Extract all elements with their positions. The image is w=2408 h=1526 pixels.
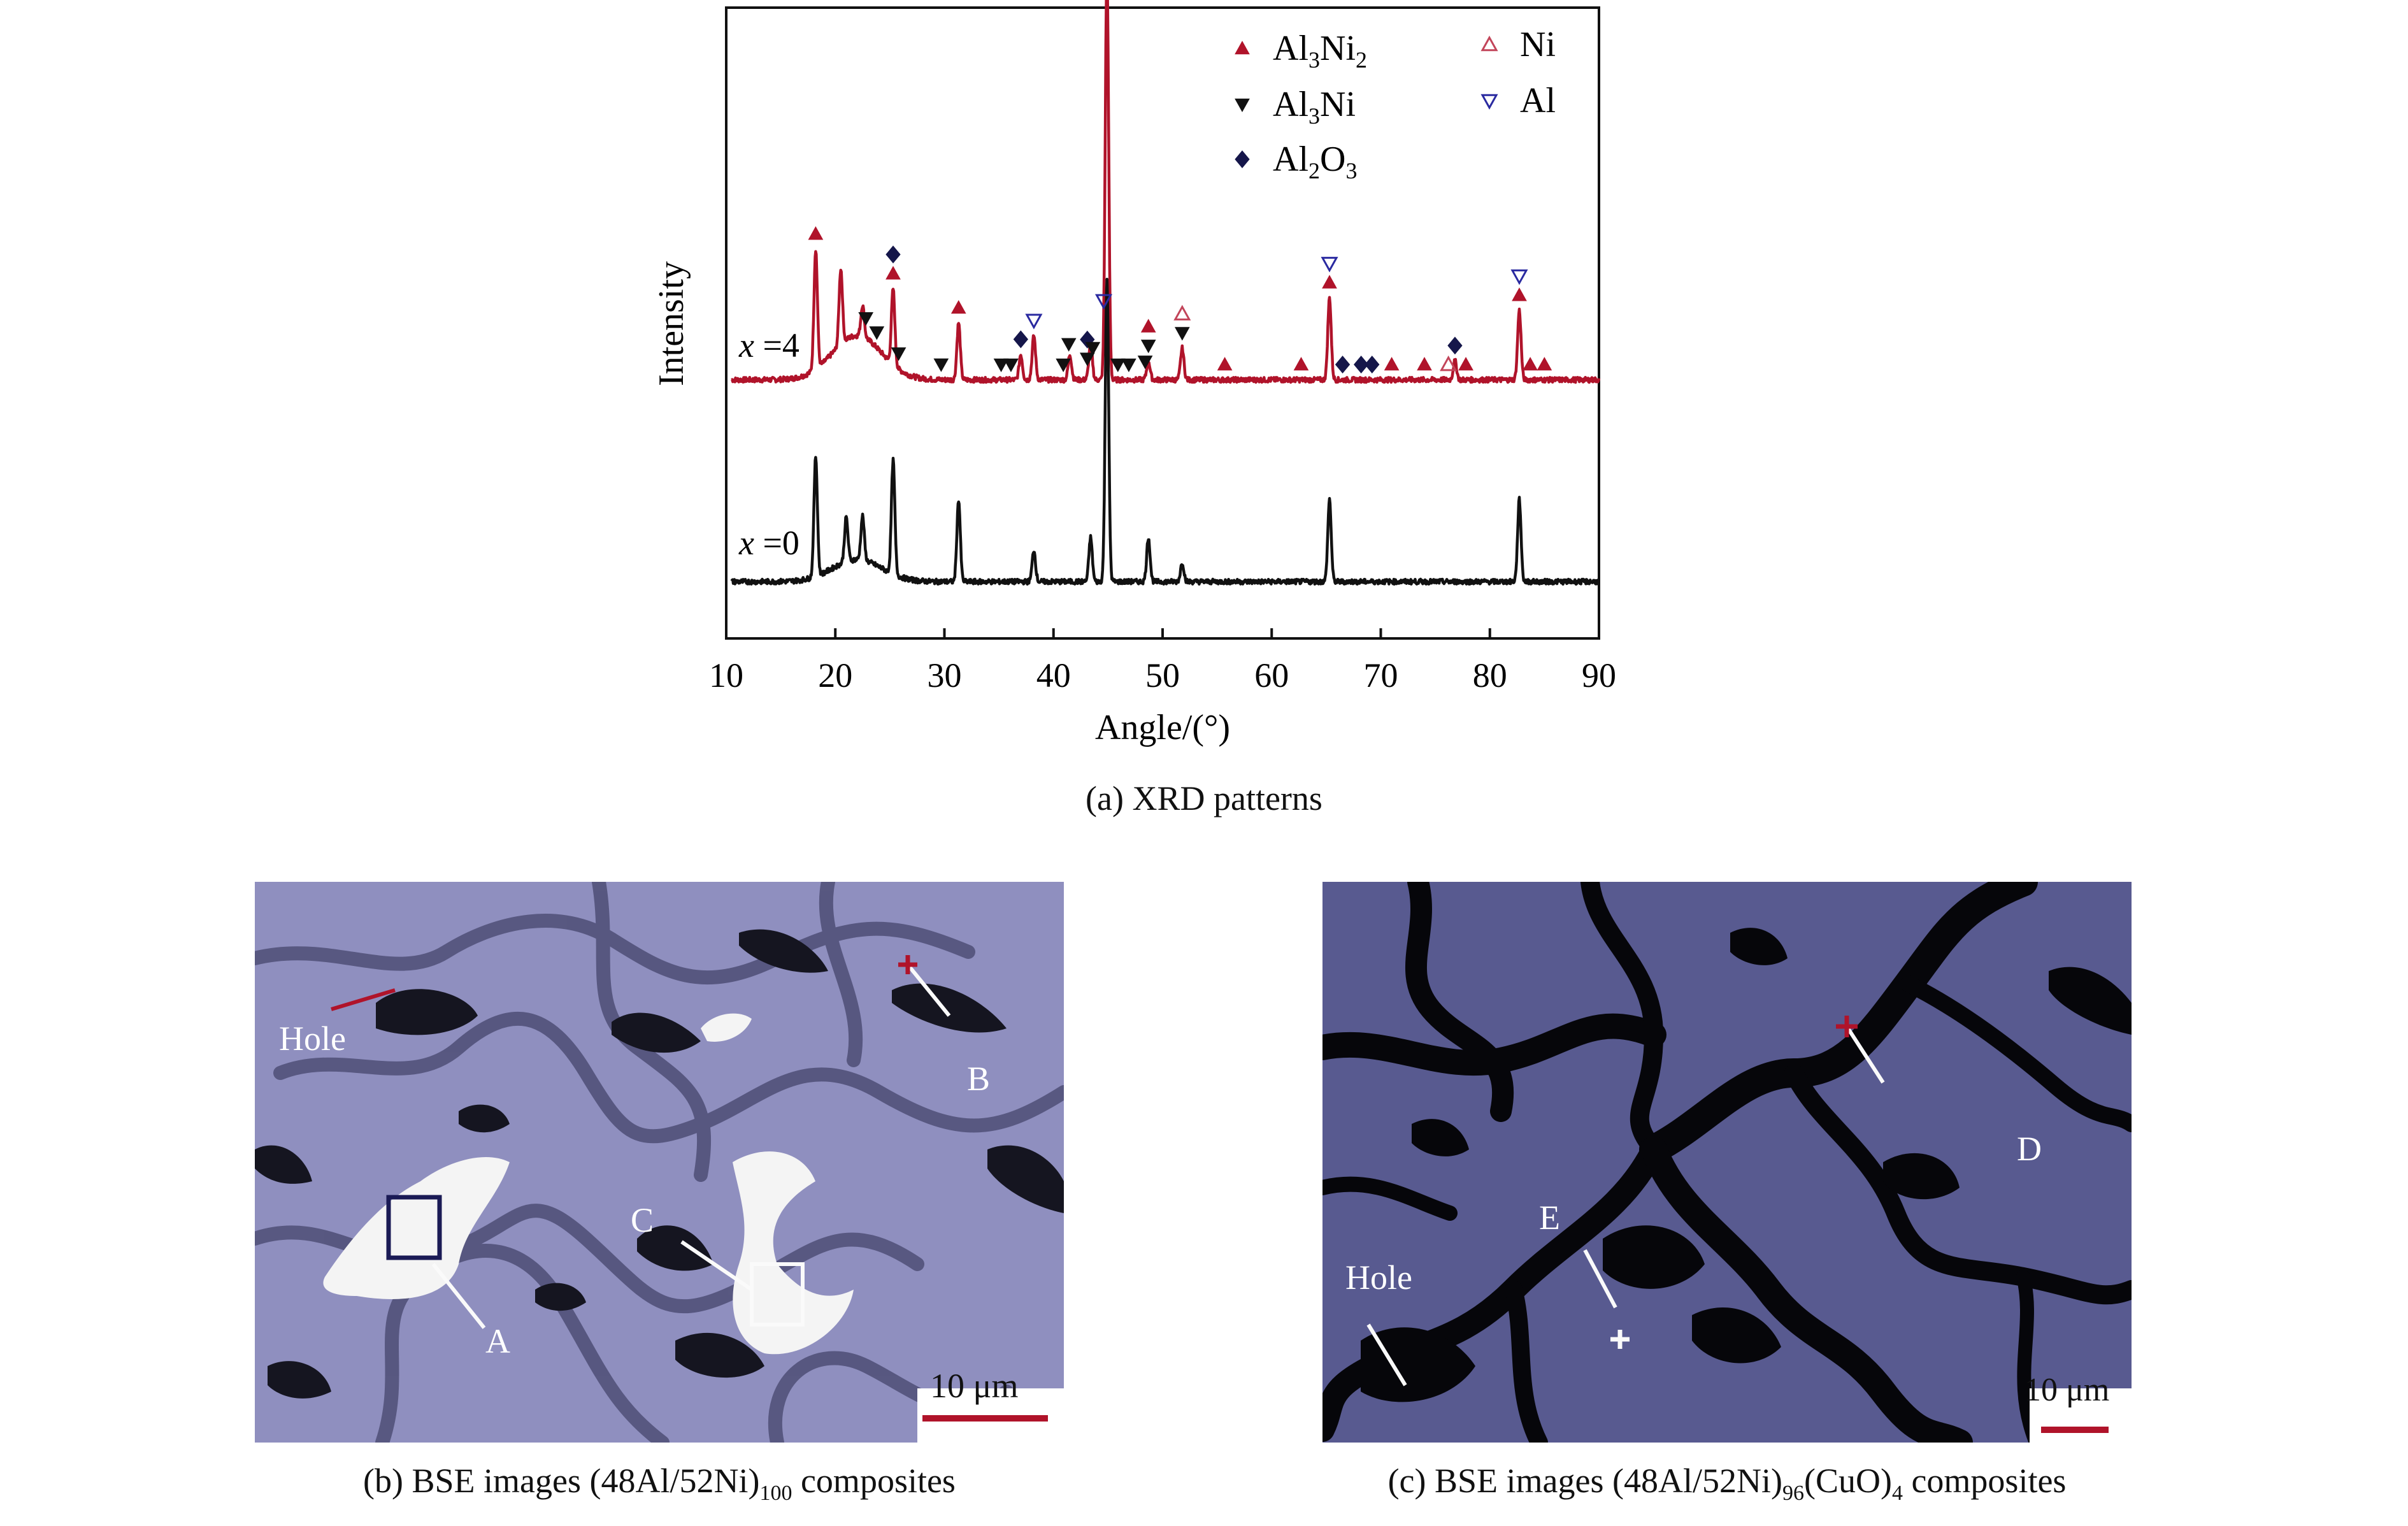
peak-marker-32-0	[1458, 357, 1473, 371]
peak-marker-1-0	[858, 312, 874, 326]
peak-marker-23-0	[1293, 357, 1309, 371]
caption-a: (a) XRD patterns	[1086, 779, 1322, 817]
caption-b: (b) BSE images (48Al/52Ni)100 composites	[363, 1462, 956, 1505]
x-tick-label-20: 20	[818, 656, 852, 695]
peak-marker-29-0	[1417, 357, 1432, 371]
peak-marker-28-0	[1384, 357, 1400, 371]
label-hole-b: Hole	[279, 1019, 346, 1058]
x-tick-label-80: 80	[1473, 656, 1507, 695]
x-tick-label-60: 60	[1254, 656, 1289, 695]
legend-label-3: Ni	[1520, 25, 1556, 64]
peak-marker-13-1	[1080, 330, 1095, 349]
peak-marker-20-0	[1137, 356, 1153, 370]
peak-marker-19-0	[1140, 340, 1156, 354]
peak-marker-3-1	[885, 245, 901, 264]
peak-marker-33-1	[1510, 269, 1528, 285]
peak-marker-30-0	[1440, 355, 1458, 371]
peak-marker-13-0	[1079, 352, 1095, 366]
peak-marker-33-0	[1512, 287, 1527, 301]
peak-marker-27-0	[1365, 356, 1380, 374]
peak-marker-8-0	[1003, 358, 1019, 373]
x-tick-label-70: 70	[1364, 656, 1398, 695]
legend: Al3Ni2 Al3Ni Al2O3 Ni Al	[1235, 25, 1556, 184]
peak-marker-22-0	[1217, 357, 1233, 371]
legend-marker-1	[1235, 98, 1250, 113]
peak-marker-34-0	[1523, 357, 1538, 371]
legend-marker-3	[1480, 35, 1498, 52]
bse-image-b: Hole A B C 10 μm	[255, 882, 1064, 1443]
peak-marker-9-0	[1013, 330, 1029, 349]
peak-marker-31-0	[1447, 336, 1463, 355]
peak-marker-10-0	[1025, 313, 1043, 329]
scale-bar-label-c: 10 μm	[2025, 1372, 2110, 1408]
peak-marker-3-0	[885, 266, 901, 280]
peak-marker-21-0	[1174, 327, 1190, 341]
peak-marker-11-0	[1056, 358, 1071, 373]
peak-marker-24-0	[1322, 275, 1337, 289]
legend-label-2: Al2O3	[1273, 140, 1357, 184]
x-tick-labels: 10 20 30 40 50 60 70 80 90	[709, 656, 1616, 695]
label-e: E	[1539, 1198, 1560, 1237]
x-tick-label-40: 40	[1036, 656, 1071, 695]
legend-marker-2	[1235, 150, 1250, 168]
peak-marker-16-0	[1094, 294, 1113, 310]
peak-marker-21-1	[1173, 305, 1191, 320]
peak-marker-35-0	[1537, 357, 1552, 371]
peak-marker-18-0	[1121, 358, 1136, 373]
series-x0-line	[730, 277, 1600, 586]
peak-marker-6-0	[950, 299, 966, 314]
bse-image-c: D E Hole 10 μm	[1322, 882, 2132, 1443]
series-x4-line	[731, 0, 1601, 384]
legend-label-1: Al3Ni	[1273, 85, 1356, 129]
peak-marker-4-0	[891, 347, 907, 361]
label-b: B	[967, 1060, 991, 1098]
label-a: A	[485, 1322, 510, 1360]
series-label-x0: x =0	[738, 524, 799, 562]
legend-label-0: Al3Ni2	[1273, 29, 1367, 73]
peak-marker-19-1	[1140, 319, 1156, 333]
legend-marker-0	[1235, 40, 1250, 55]
peak-marker-2-0	[869, 326, 885, 340]
legend-marker-4	[1480, 94, 1498, 110]
label-c: C	[631, 1201, 654, 1239]
y-axis-label: Intensity	[652, 261, 691, 386]
x-axis-label: Angle/(°)	[1095, 708, 1230, 747]
peak-marker-26-0	[1354, 356, 1369, 374]
series-layer	[730, 0, 1601, 586]
scale-bar-label-b: 10 μm	[930, 1367, 1019, 1405]
x-tick-label-50: 50	[1145, 656, 1180, 695]
peak-marker-24-1	[1321, 257, 1338, 273]
series-label-x4: x =4	[738, 326, 799, 364]
caption-c: (c) BSE images (48Al/52Ni)96(CuO)4 compo…	[1387, 1462, 2067, 1505]
peak-marker-7-0	[993, 358, 1009, 373]
x-tick-marks	[725, 628, 1600, 638]
x-tick-label-90: 90	[1582, 656, 1616, 695]
peak-marker-5-0	[933, 358, 949, 372]
peak-markers	[808, 226, 1552, 374]
peak-marker-14-0	[1085, 342, 1101, 356]
peak-marker-17-0	[1110, 358, 1126, 373]
x-tick-label-10: 10	[709, 656, 743, 695]
x-tick-label-30: 30	[928, 656, 962, 695]
peak-marker-0-0	[808, 226, 824, 240]
label-hole-c: Hole	[1345, 1258, 1412, 1297]
xrd-chart: 10 20 30 40 50 60 70 80 90 x =4 x =0 Angle/(°) I…	[652, 0, 1616, 747]
plot-frame	[725, 6, 1600, 640]
peak-marker-25-0	[1335, 356, 1351, 374]
legend-label-4: Al	[1520, 81, 1556, 120]
label-d: D	[2017, 1130, 2042, 1168]
peak-marker-12-0	[1061, 338, 1077, 352]
